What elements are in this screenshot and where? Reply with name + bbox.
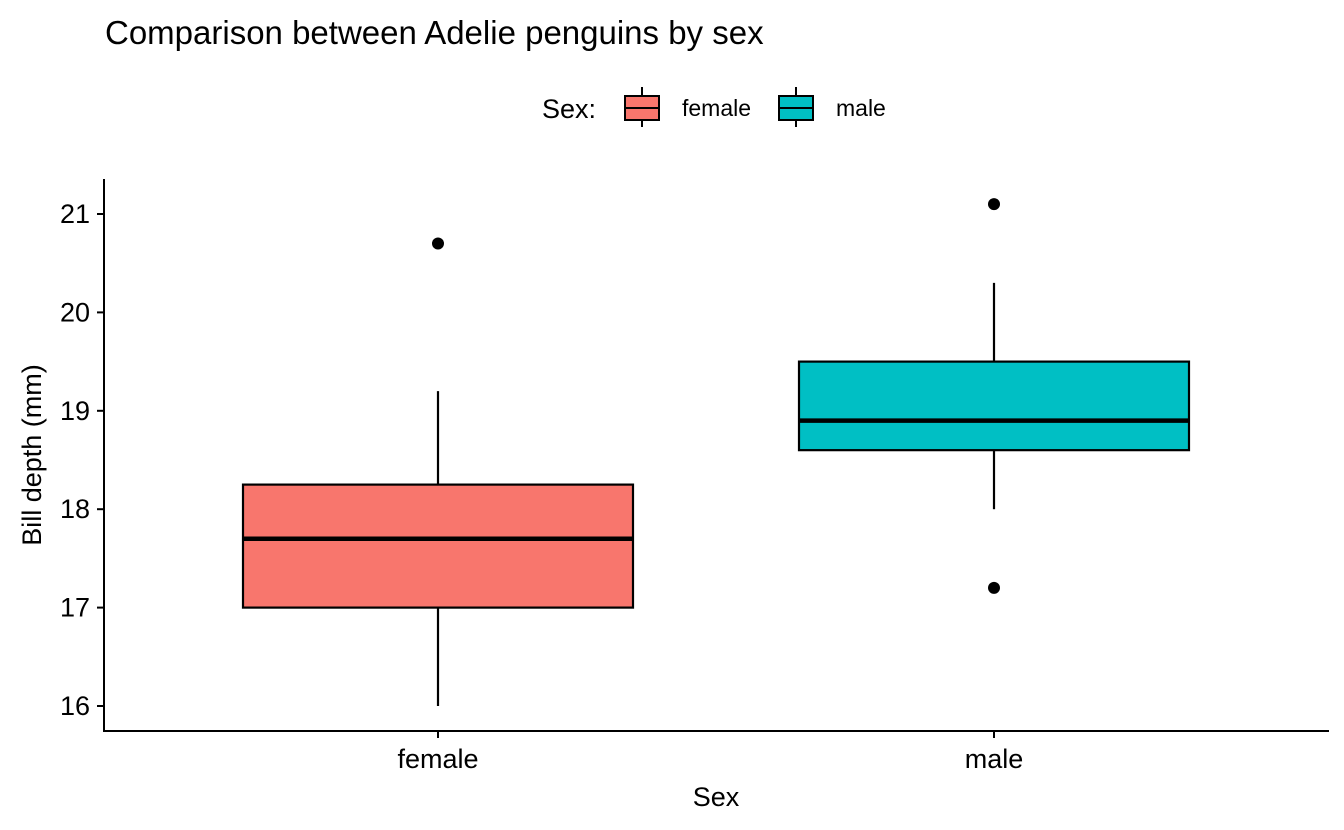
box-male [797,198,1191,594]
x-tick-label: female [397,744,478,774]
y-tick-label: 20 [60,297,90,327]
outlier-point [988,581,1000,594]
legend-label: female [682,95,751,121]
x-axis-title: Sex [693,782,740,812]
iqr-box [797,360,1191,452]
outlier-point [432,237,444,250]
legend-title: Sex: [542,94,596,124]
y-tick-label: 17 [60,593,90,623]
y-tick-label: 18 [60,494,90,524]
box-female [241,237,635,706]
y-tick-label: 19 [60,396,90,426]
iqr-box [241,483,635,609]
chart-title: Comparison between Adelie penguins by se… [105,14,764,51]
y-tick-label: 21 [60,199,90,229]
legend-label: male [836,95,886,121]
y-tick-label: 16 [60,691,90,721]
legend-entry-female: female [624,87,751,127]
plot-area [241,198,1191,706]
outlier-point [988,198,1000,211]
legend: Sex: female male [542,87,886,127]
x-tick-label: male [965,744,1024,774]
legend-entry-male: male [778,87,886,127]
y-axis-title: Bill depth (mm) [17,364,47,546]
